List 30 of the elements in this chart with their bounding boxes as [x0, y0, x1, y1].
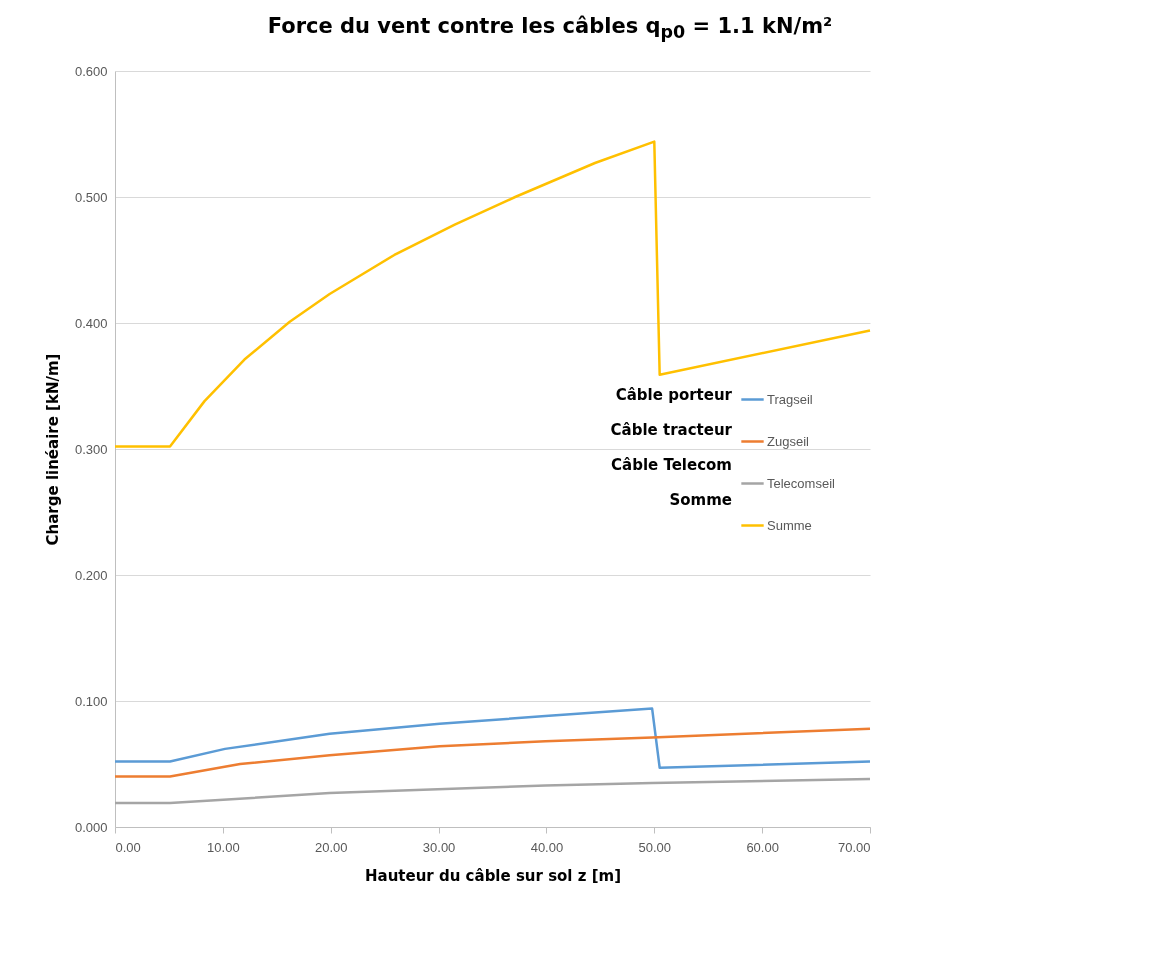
x-axis-title: Hauteur du câble sur sol z [m]: [364, 866, 622, 885]
annotation: Somme: [669, 491, 732, 509]
x-tick-label: 50.00: [638, 839, 672, 855]
annotation: Câble porteur: [615, 386, 733, 404]
annotation: Câble Telecom: [611, 456, 732, 474]
x-tick-label: 0.00: [115, 839, 141, 855]
annotation: Câble tracteur: [610, 421, 733, 439]
y-tick-label: 0.100: [74, 693, 108, 709]
x-tick-label: 60.00: [746, 839, 779, 855]
y-tick-label: 0.200: [74, 567, 108, 583]
chart-title: Force du vent contre les câbles q$_{p0}$ = 1.1 kN/m²: [266, 14, 834, 43]
line-series: [113, 727, 872, 778]
y-tick-label: 0.600: [74, 63, 108, 79]
legend-label: Telecomseil: [767, 475, 836, 491]
line-series: [113, 777, 872, 805]
line-series: [113, 140, 872, 448]
line-series: [113, 707, 872, 770]
legend-label: Tragseil: [767, 391, 813, 407]
y-axis-title: Charge linéaire [kN/m]: [43, 353, 62, 546]
x-tick-label: 40.00: [530, 839, 564, 855]
y-tick-label: 0.300: [74, 441, 108, 457]
y-tick-label: 0.000: [74, 819, 108, 835]
x-tick-label: 10.00: [207, 839, 240, 855]
x-tick-label: 70.00: [837, 839, 871, 855]
x-tick-label: 30.00: [422, 839, 456, 855]
legend-label: Zugseil: [767, 433, 810, 449]
x-tick-label: 20.00: [314, 839, 348, 855]
legend-label: Summe: [767, 517, 812, 533]
y-tick-label: 0.400: [74, 315, 108, 331]
y-tick-label: 0.500: [74, 189, 108, 205]
